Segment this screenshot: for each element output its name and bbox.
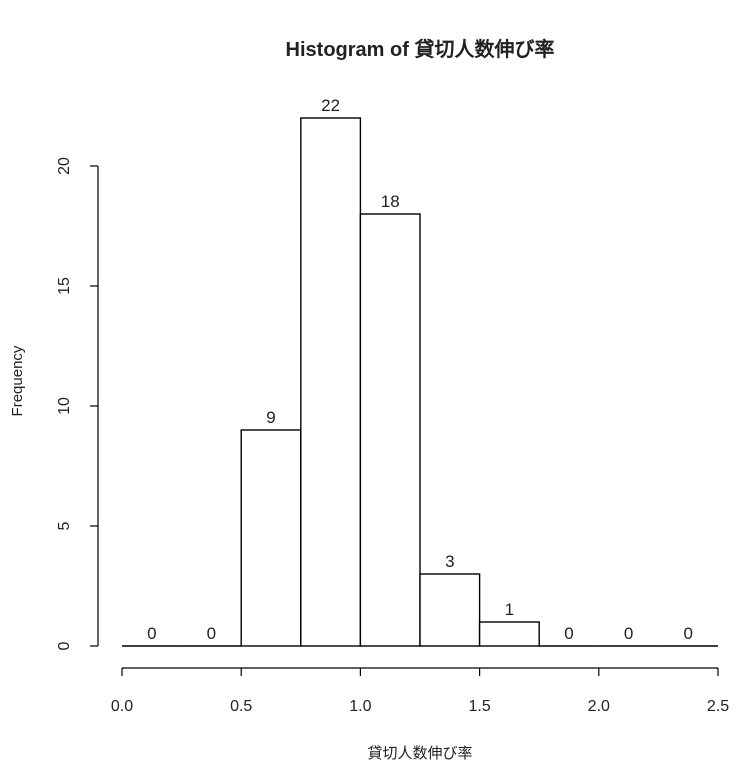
bar-count-label: 0 [147, 624, 156, 643]
bars-group [122, 117, 718, 647]
histogram-bar [478, 621, 540, 647]
y-tick-label: 0 [56, 641, 73, 650]
bar-count-label: 18 [381, 192, 400, 211]
data-labels-group: 0 0 9 22 18 3 1 0 0 0 [147, 96, 693, 643]
y-axis: 0 5 10 15 20 [56, 157, 99, 650]
bar-count-label: 9 [266, 408, 275, 427]
y-tick-label: 5 [56, 521, 73, 530]
bar-count-label: 0 [564, 624, 573, 643]
bar-count-label: 1 [505, 600, 514, 619]
y-tick-label: 15 [56, 277, 73, 295]
x-tick-label: 0.5 [230, 698, 252, 715]
bar-count-label: 0 [207, 624, 216, 643]
x-axis-label: 貸切人数伸び率 [367, 745, 472, 762]
x-tick-label: 1.0 [349, 698, 371, 715]
bar-count-label: 0 [624, 624, 633, 643]
x-tick-label: 2.0 [588, 698, 610, 715]
x-axis: 0.0 0.5 1.0 1.5 2.0 2.5 [111, 667, 729, 715]
bar-count-label: 0 [683, 624, 692, 643]
bar-count-label: 3 [445, 552, 454, 571]
x-tick-label: 1.5 [468, 698, 490, 715]
histogram-bar [419, 573, 481, 647]
histogram-bar [359, 213, 421, 647]
histogram-bar [240, 429, 302, 647]
chart-title: Histogram of 貸切人数伸び率 [286, 37, 555, 61]
bar-count-label: 22 [321, 96, 340, 115]
x-tick-label: 2.5 [707, 698, 729, 715]
y-tick-label: 10 [56, 397, 73, 415]
y-axis-label: Frequency [9, 345, 26, 416]
y-tick-label: 20 [56, 157, 73, 175]
x-tick-label: 0.0 [111, 698, 133, 715]
histogram-bar [300, 117, 362, 647]
